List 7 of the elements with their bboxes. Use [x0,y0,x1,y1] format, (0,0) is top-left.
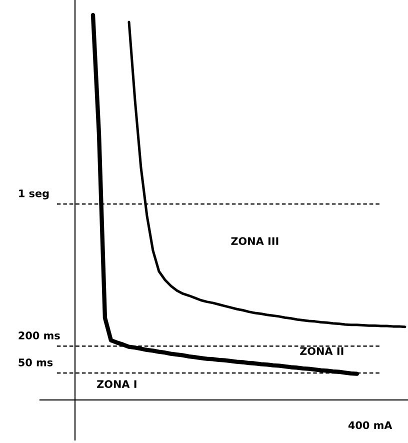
ref-line-label: 50 ms [18,358,53,366]
annotation: ZONA II [300,347,344,356]
x-axis-title: 400 mA [348,421,392,430]
ref-line-label: 200 ms [18,332,60,340]
annotation: ZONA III [231,237,278,246]
ref-line-label: 1 seg [19,190,49,200]
annotation: ZONA I [97,380,136,388]
